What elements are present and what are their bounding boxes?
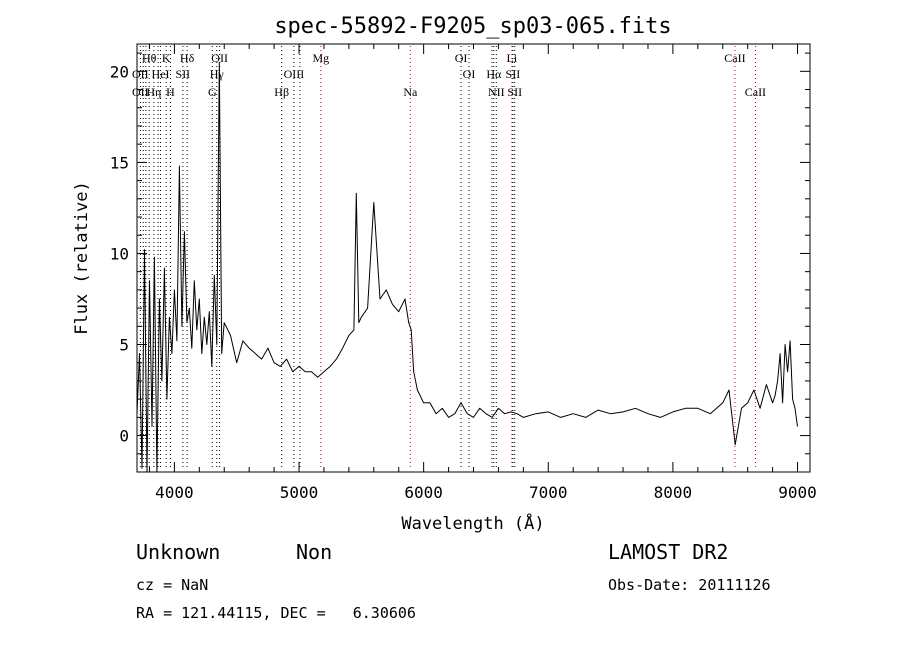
x-tick-label: 8000 <box>654 483 693 502</box>
spectral-line-label: Hγ <box>210 67 225 81</box>
object-class: Unknown <box>136 540 221 564</box>
spectral-line-label: SII <box>507 85 522 99</box>
spectral-line-label: HeI <box>152 67 170 81</box>
y-tick-label: 0 <box>119 427 129 446</box>
x-tick-label: 6000 <box>404 483 443 502</box>
spectral-line-label: Hα <box>486 67 502 81</box>
x-tick-label: 9000 <box>778 483 817 502</box>
chart-title: spec-55892-F9205_sp03-065.fits <box>274 14 671 39</box>
coordinates: RA = 121.44115, DEC = 6.30606 <box>136 604 416 622</box>
spectral-line-label: Mg <box>312 51 329 65</box>
spectral-line-label: OII <box>132 67 149 81</box>
obs-date: Obs-Date: 20111126 <box>608 576 771 594</box>
y-tick-labels: 0 5 10 15 20 <box>110 62 129 445</box>
object-subclass: Non <box>296 540 333 564</box>
spectral-line-label: Na <box>403 85 418 99</box>
spectral-line-label: Hδ <box>180 51 195 65</box>
spectral-line-label: H <box>166 85 175 99</box>
spectral-line-label: OI <box>463 67 476 81</box>
spectrum-series <box>136 61 798 473</box>
survey-name: LAMOST DR2 <box>608 540 729 564</box>
x-axis-label: Wavelength (Å) <box>401 512 544 534</box>
spectrum-line <box>136 61 798 473</box>
y-tick-label: 5 <box>119 336 129 355</box>
spectral-line-label: SII <box>176 67 191 81</box>
y-axis-label: Flux (relative) <box>72 181 92 335</box>
y-tick-label: 10 <box>110 244 129 263</box>
x-tick-label: 7000 <box>529 483 568 502</box>
spectral-line-label: OII <box>132 85 149 99</box>
x-tick-label: 4000 <box>155 483 194 502</box>
spectral-line-label: Li <box>507 51 518 65</box>
spectral-line-label: OI <box>455 51 468 65</box>
spectral-line-label: CaII <box>724 51 745 65</box>
spectral-line-label: OIII <box>284 67 305 81</box>
spectral-line-label: CaII <box>745 85 766 99</box>
spectral-line-label: NII <box>488 85 505 99</box>
axis-ticks <box>137 44 810 472</box>
spectral-line-markers <box>139 46 756 470</box>
x-tick-labels: 4000 5000 6000 7000 8000 9000 <box>155 483 817 502</box>
y-tick-label: 20 <box>110 62 129 81</box>
spectral-line-label: Hη <box>146 85 161 99</box>
spectral-line-label: K <box>162 51 171 65</box>
plot-frame <box>136 43 811 473</box>
spectral-line-label: Hβ <box>274 85 289 99</box>
redshift-cz: cz = NaN <box>136 576 209 594</box>
spectral-line-label: Hθ <box>142 51 157 65</box>
spectral-line-label: G <box>208 85 217 99</box>
spectral-line-label: SII <box>506 67 521 81</box>
y-tick-label: 15 <box>110 153 129 172</box>
x-tick-label: 5000 <box>280 483 319 502</box>
spectral-line-label: OII <box>211 51 228 65</box>
